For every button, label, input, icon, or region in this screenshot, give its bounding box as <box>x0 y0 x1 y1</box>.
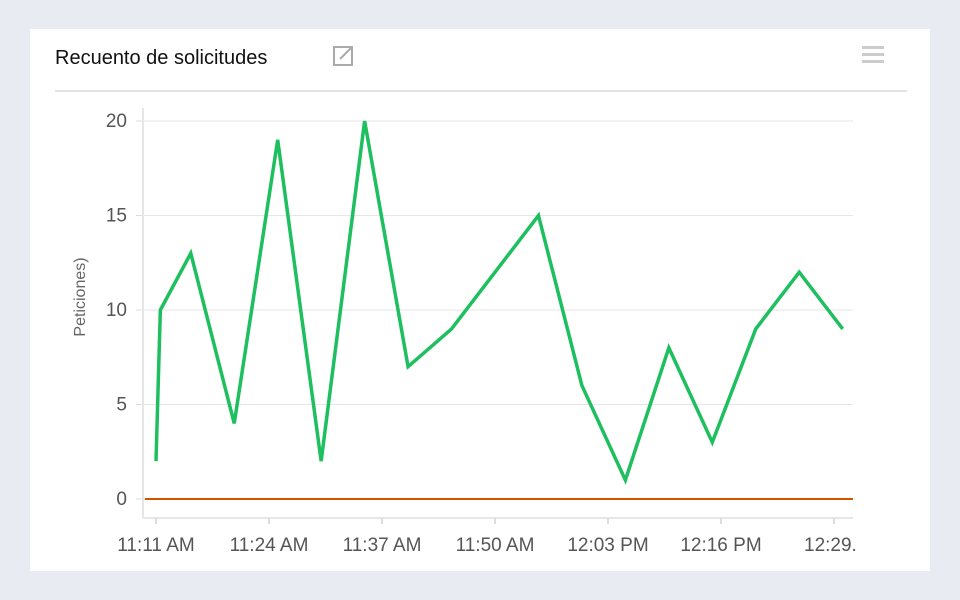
x-tick-label: 12:16 PM <box>680 535 761 556</box>
y-tick-label: 0 <box>116 489 127 510</box>
external-link-icon[interactable] <box>332 45 354 67</box>
y-tick-label: 20 <box>106 111 127 132</box>
series-line-0 <box>154 120 845 485</box>
x-tick-label: 11:11 AM <box>117 535 194 556</box>
x-tick-label: 12:03 PM <box>567 535 648 556</box>
y-tick-label: 5 <box>116 395 127 416</box>
hamburger-menu-icon[interactable] <box>862 45 884 63</box>
y-tick-label: 10 <box>106 300 127 321</box>
line-chart: 0 5 10 15 20 11:11 AM 11:24 AM 11:37 AM 11:50 AM… <box>72 108 857 556</box>
y-axis-label: Peticiones) <box>72 257 89 336</box>
y-tick-label: 15 <box>106 206 127 227</box>
x-tick-label: 11:24 AM <box>230 535 309 556</box>
x-tick-label: 12:29. <box>804 535 857 556</box>
header-divider <box>55 90 907 92</box>
x-tick-label: 11:37 AM <box>343 535 422 556</box>
chart-panel: 0 5 10 15 20 11:11 AM 11:24 AM 11:37 AM 11:50 AM… <box>30 29 930 571</box>
panel-title: Recuento de solicitudes <box>55 47 268 69</box>
x-tick-label: 11:50 AM <box>456 535 535 556</box>
